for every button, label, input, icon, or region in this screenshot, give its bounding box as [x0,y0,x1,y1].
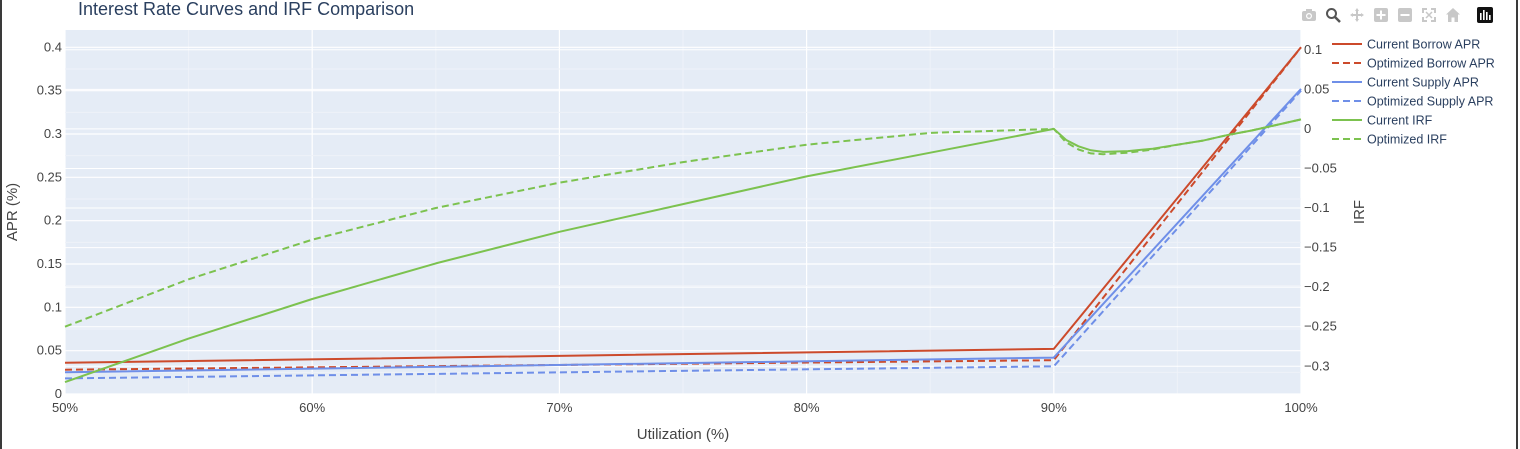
zoom-icon[interactable] [1324,6,1342,24]
y2-tick-label: −0.1 [1304,200,1330,215]
x-axis-title: Utilization (%) [637,426,730,443]
series-line-optimized-borrow-apr[interactable] [64,46,1302,371]
legend-label: Optimized Supply APR [1367,95,1493,109]
legend-item[interactable]: Current Supply APR [1332,76,1479,90]
legend-label: Optimized Borrow APR [1367,57,1495,71]
y2-axis-title: IRF [1351,200,1368,224]
x-tick-label: 80% [794,400,820,415]
y-tick-label: 0.35 [37,83,62,98]
x-tick-label: 50% [52,400,78,415]
series-line-current-borrow-apr[interactable] [64,46,1302,364]
legend: Current Borrow APR Optimized Borrow APR Cu… [1332,38,1495,147]
legend-item[interactable]: Current IRF [1332,114,1433,128]
y-tick-label: 0.1 [44,299,62,314]
pan-icon[interactable] [1348,6,1366,24]
y-tick-label: 0.05 [37,343,62,358]
legend-label: Current Supply APR [1367,76,1479,90]
y-tick-label: 0.25 [37,169,62,184]
autoscale-icon[interactable] [1420,6,1438,24]
legend-label: Current IRF [1367,114,1433,128]
grid-lines [64,30,1302,395]
x-tick-label: 70% [546,400,572,415]
legend-item[interactable]: Optimized Borrow APR [1332,57,1495,71]
series-line-optimized-irf[interactable] [64,118,1302,328]
legend-label: Current Borrow APR [1367,38,1480,52]
y-tick-label: 0.15 [37,256,62,271]
y-axis-title: APR (%) [4,183,21,241]
y2-tick-label: 0 [1304,121,1311,136]
chart-title: Interest Rate Curves and IRF Comparison [78,0,414,19]
series-line-optimized-supply-apr[interactable] [64,90,1302,380]
reset-axes-icon[interactable] [1444,6,1462,24]
camera-icon[interactable] [1300,6,1318,24]
plotly-logo-icon[interactable] [1476,6,1494,24]
zoom-in-icon[interactable] [1372,6,1390,24]
y2-tick-label: −0.2 [1304,279,1330,294]
zoom-out-icon[interactable] [1396,6,1414,24]
y2-tick-label: 0.1 [1304,42,1322,57]
x-tick-label: 100% [1284,400,1318,415]
legend-item[interactable]: Optimized Supply APR [1332,95,1493,109]
y-tick-label: 0.3 [44,126,62,141]
series-layer [64,46,1302,384]
y-tick-label: 0.2 [44,213,62,228]
y2-tick-label: −0.3 [1304,358,1330,373]
x-tick-label: 60% [299,400,325,415]
y2-tick-label: −0.05 [1304,160,1337,175]
tick-labels: 50% 60% 70% 80% 90% 100% 0 0.05 0.1 0.15 0.2 0.25 0.… [37,39,1337,415]
y2-tick-label: −0.15 [1304,240,1337,255]
series-line-current-supply-apr[interactable] [64,88,1302,374]
y-tick-label: 0 [55,386,62,401]
y-tick-label: 0.4 [44,39,62,54]
modebar [1300,4,1494,26]
legend-label: Optimized IRF [1367,133,1447,147]
x-tick-label: 90% [1041,400,1067,415]
y2-tick-label: −0.25 [1304,319,1337,334]
y2-tick-label: 0.05 [1304,81,1329,96]
legend-item[interactable]: Current Borrow APR [1332,38,1480,52]
legend-item[interactable]: Optimized IRF [1332,133,1447,147]
